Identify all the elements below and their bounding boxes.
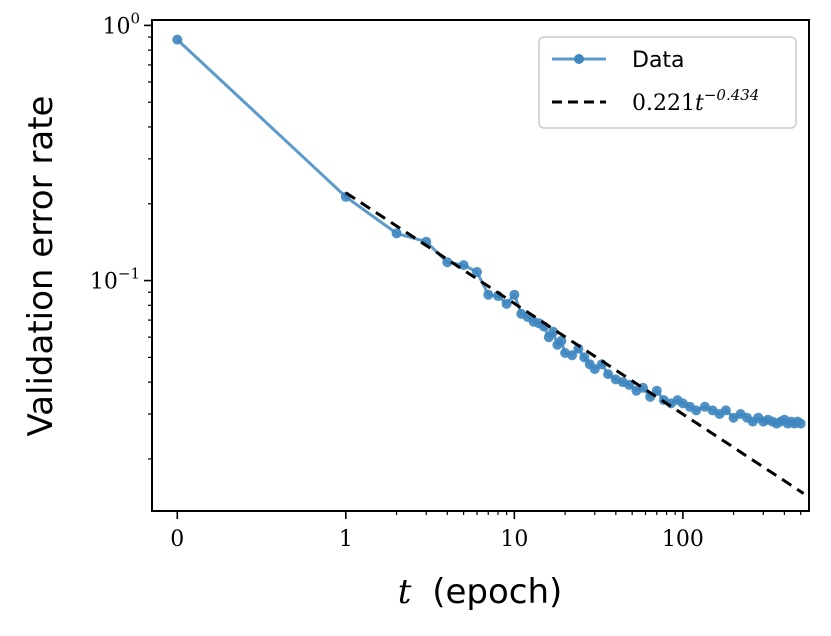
- x-tick-label-100: 100: [662, 527, 704, 552]
- data-point: [472, 267, 482, 277]
- legend-data-label: Data: [632, 48, 685, 73]
- data-point: [720, 405, 731, 416]
- y-tick-label-1: 10−1: [90, 265, 140, 295]
- y-tick-base: 10: [102, 14, 130, 39]
- x-tick-label-10: 10: [500, 527, 528, 552]
- data-point: [699, 401, 710, 412]
- data-point: [458, 260, 469, 271]
- data-point: [589, 364, 600, 375]
- data-point: [624, 379, 635, 390]
- legend-fit-label: 0.221t−0.434: [632, 86, 759, 116]
- fit-line: [344, 191, 805, 495]
- legend-fit-coef: 0.221: [632, 91, 695, 116]
- y-axis-label: Validation error rate: [21, 96, 61, 437]
- data-point: [795, 418, 806, 429]
- y-tick-label-0: 100: [102, 9, 140, 39]
- data-point: [603, 369, 614, 380]
- data-point: [483, 289, 494, 300]
- x-tick-label-0: 0: [170, 527, 184, 552]
- x-axis-label: t (epoch): [398, 572, 563, 612]
- x-axis-variable: t: [398, 572, 412, 612]
- data-point: [548, 326, 559, 337]
- legend: Data 0.221t−0.434: [538, 36, 797, 129]
- y-tick-exponent: 0: [130, 9, 140, 27]
- data-point: [501, 298, 512, 309]
- legend-fit-exp: −0.434: [704, 86, 760, 104]
- data-point: [391, 228, 402, 239]
- y-tick-exponent: −1: [118, 265, 140, 283]
- plot-frame: [151, 19, 810, 512]
- data-point: [556, 335, 567, 346]
- x-axis-unit: (epoch): [432, 572, 562, 612]
- data-point: [509, 289, 520, 300]
- x-tick-label-1: 1: [339, 527, 353, 552]
- legend-fit-var: t: [695, 91, 704, 116]
- data-point: [442, 257, 453, 268]
- data-point: [579, 352, 590, 363]
- y-tick-base: 10: [90, 270, 118, 295]
- data-point: [172, 34, 183, 45]
- legend-data-marker: [574, 54, 584, 64]
- data-point: [651, 385, 662, 396]
- data-point: [691, 405, 702, 416]
- data-point: [567, 350, 578, 361]
